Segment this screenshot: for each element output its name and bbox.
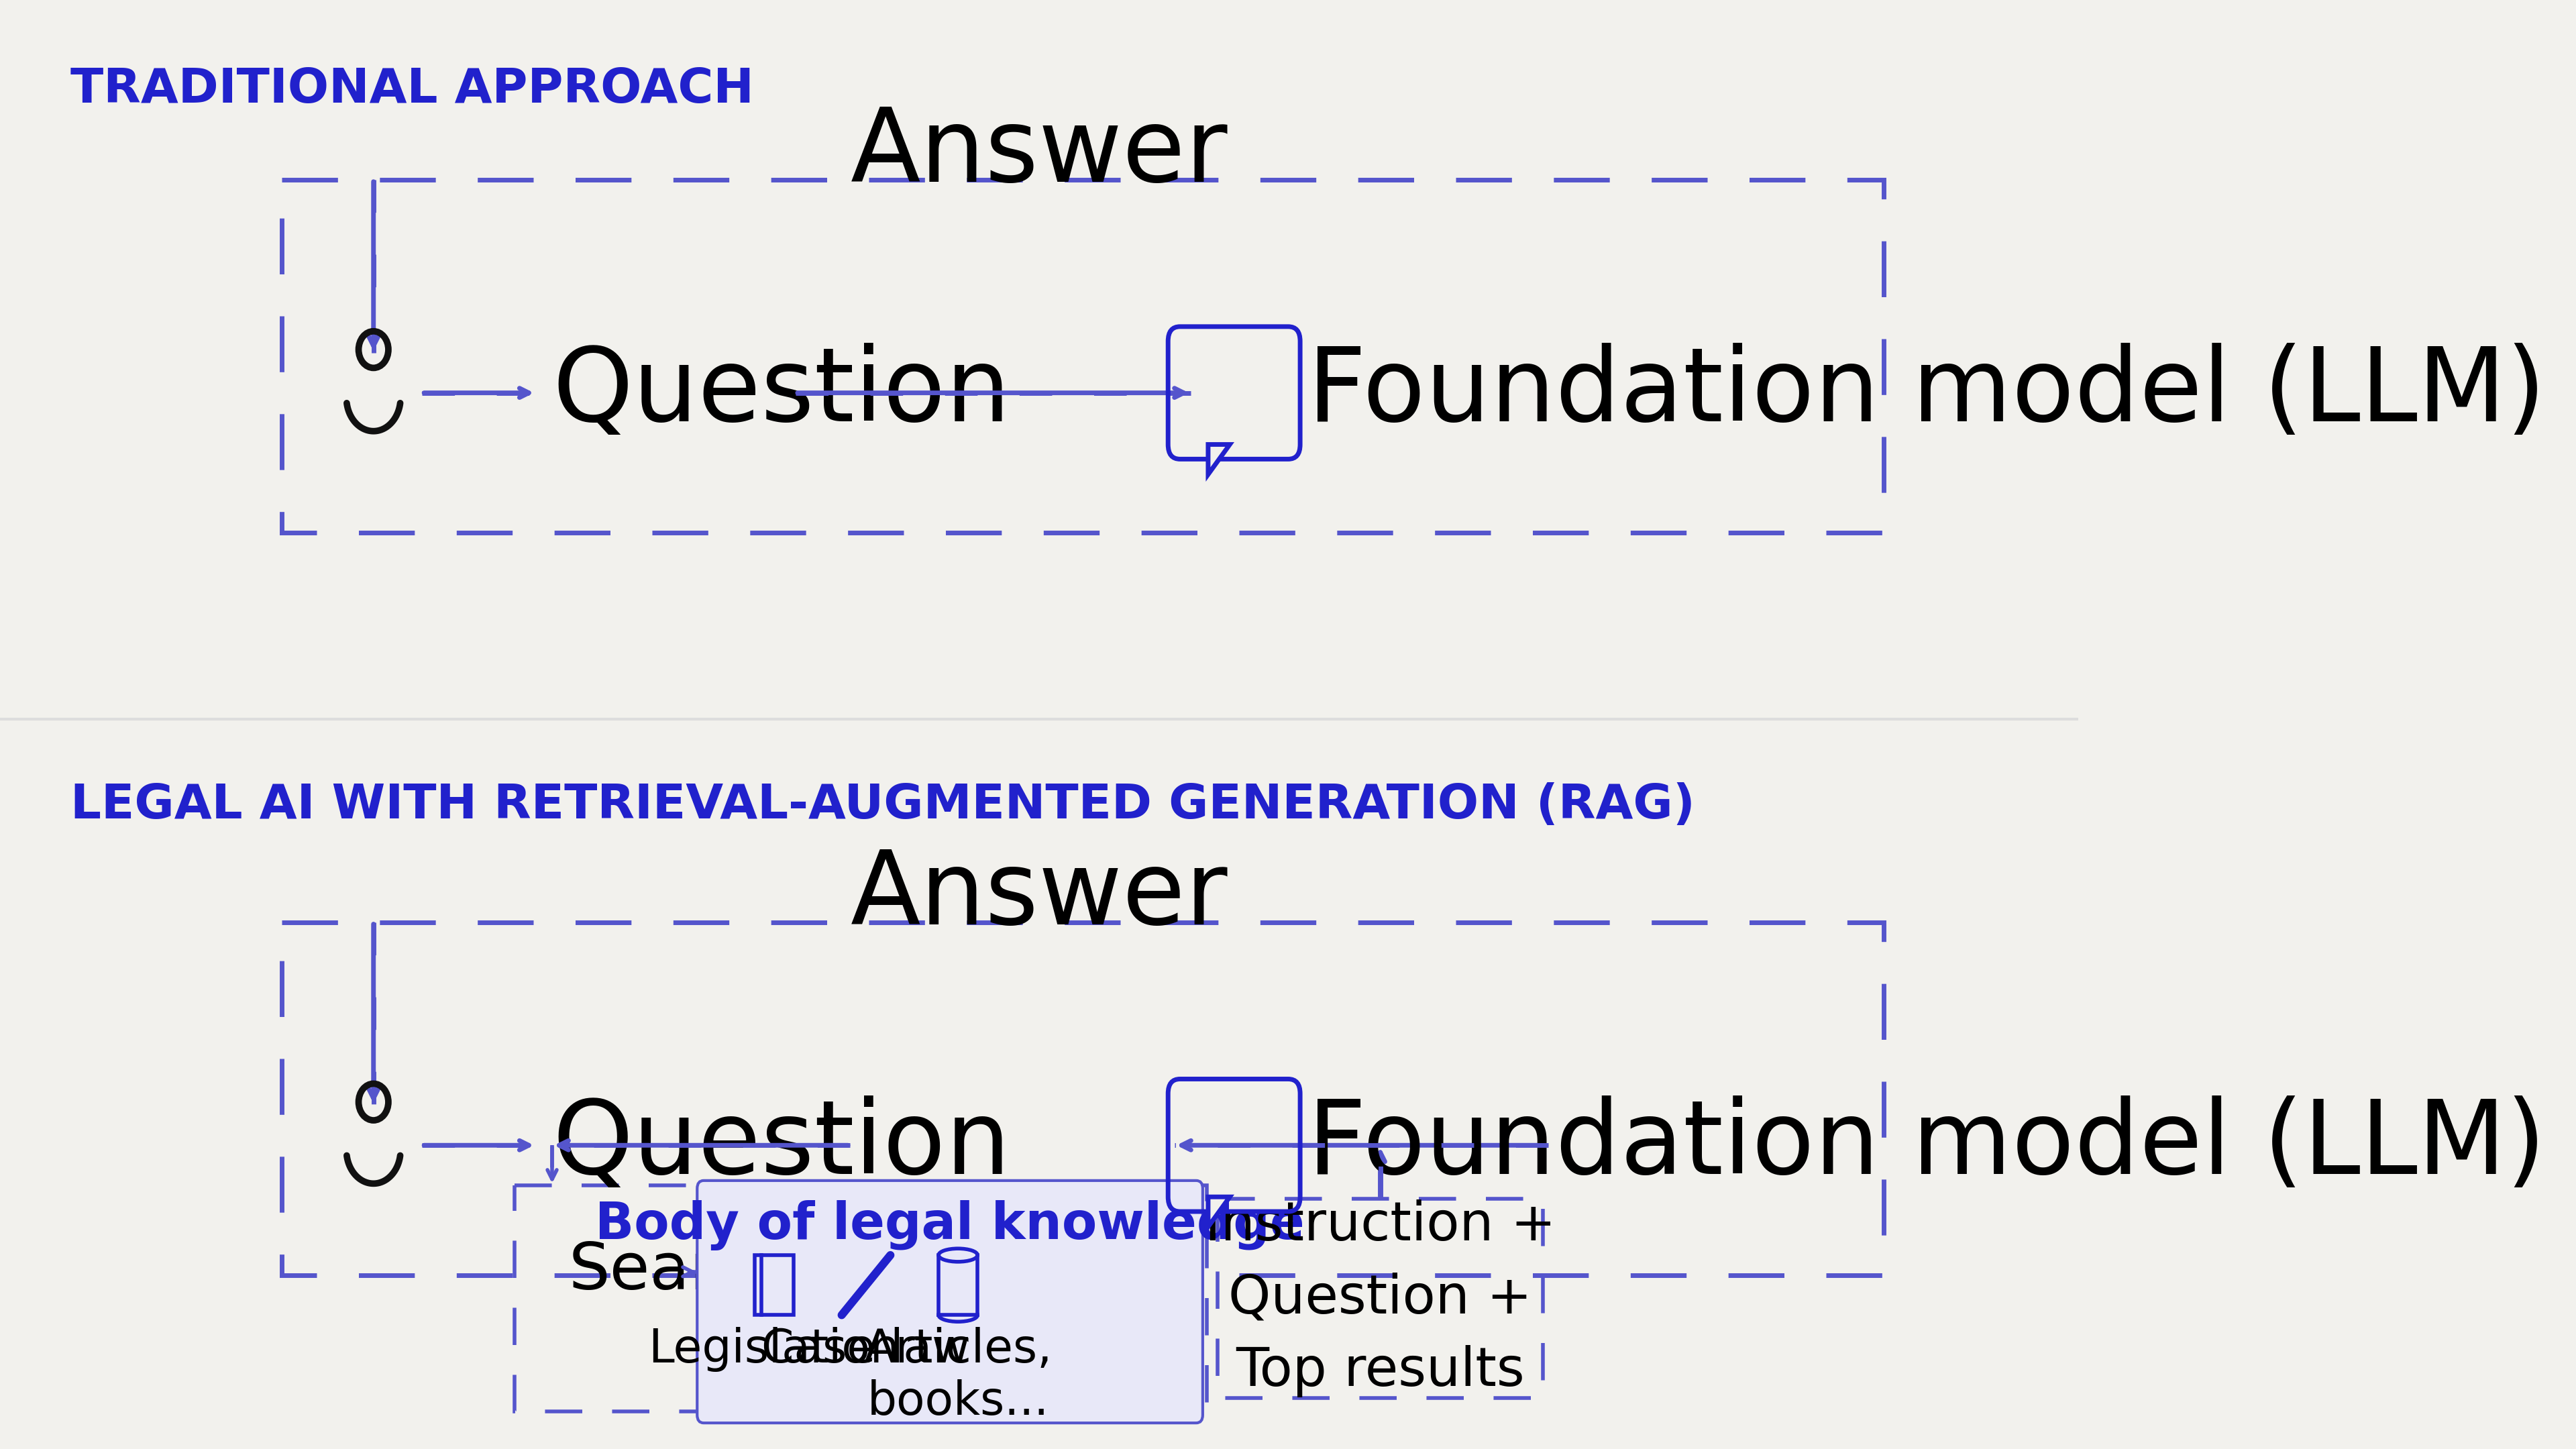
Polygon shape — [1208, 1197, 1229, 1227]
Text: Answer: Answer — [850, 846, 1229, 946]
Text: Body of legal knowledge: Body of legal knowledge — [595, 1200, 1303, 1250]
Text: Foundation model (LLM): Foundation model (LLM) — [1306, 1095, 2545, 1195]
Text: Instruction +
Question +
Top results: Instruction + Question + Top results — [1206, 1200, 1556, 1397]
Text: Search: Search — [569, 1240, 793, 1303]
Text: Answer: Answer — [850, 103, 1229, 203]
Text: Foundation model (LLM): Foundation model (LLM) — [1306, 343, 2545, 443]
Polygon shape — [1208, 445, 1229, 474]
Text: Question: Question — [551, 1095, 1010, 1195]
Text: LEGAL AI WITH RETRIEVAL-AUGMENTED GENERATION (RAG): LEGAL AI WITH RETRIEVAL-AUGMENTED GENERA… — [70, 782, 1695, 829]
Text: Case law: Case law — [762, 1327, 971, 1372]
Text: TRADITIONAL APPROACH: TRADITIONAL APPROACH — [70, 67, 755, 113]
FancyBboxPatch shape — [698, 1181, 1203, 1423]
Text: Question: Question — [551, 343, 1010, 443]
Text: Legislation: Legislation — [649, 1327, 899, 1372]
Text: Articles,
books...: Articles, books... — [863, 1327, 1054, 1424]
